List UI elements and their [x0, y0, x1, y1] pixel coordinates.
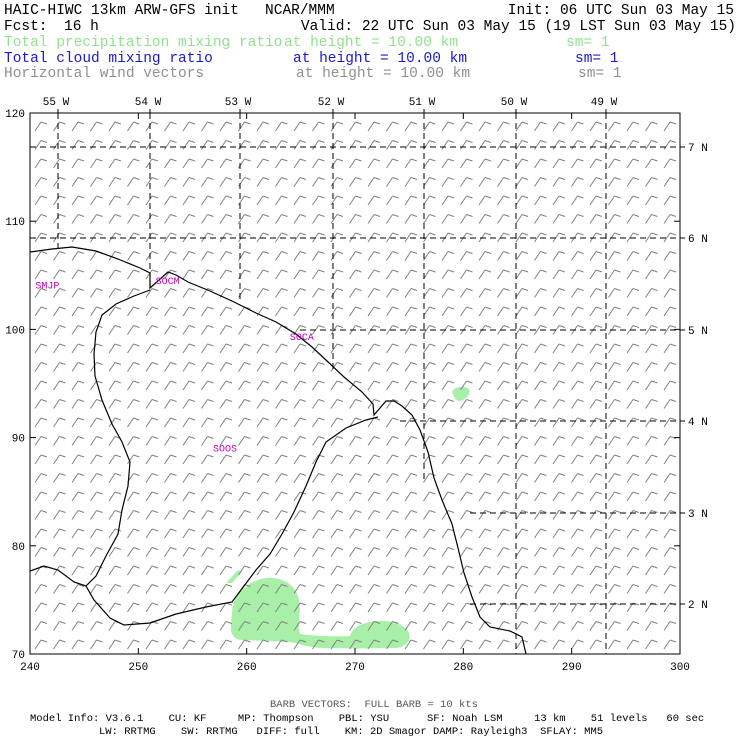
x-tick-label: 270 [345, 662, 365, 674]
forecast-hour: 16 h [64, 19, 99, 35]
barb-legend: BARB VECTORS: FULL BARB = 10 kts [270, 699, 478, 711]
lon-label: 54 W [135, 97, 162, 109]
lat-label: 6 N [688, 234, 708, 246]
field-precip-name: Total precipitation mixing ratio [4, 35, 283, 51]
border-suriname-guyana-east [85, 289, 379, 626]
axis-ticks [29, 109, 685, 655]
model-info-line-1: Model Info: V3.6.1 CU: KF MP: Thompson P… [30, 713, 705, 725]
station-label-soca: SOCA [290, 333, 314, 344]
coastline-suriname-french-guiana [30, 246, 527, 654]
field-wind-smooth: sm= 1 [578, 66, 622, 82]
y-axis-labels: 70 80 90 100 110 120 [5, 109, 25, 662]
x-tick-label: 280 [453, 662, 473, 674]
station-label-smjp: SMJP [35, 281, 59, 292]
lon-label: 55 W [43, 97, 70, 109]
precip-blob-south [230, 577, 410, 649]
field-precip-level: at height = 10.00 km [284, 35, 459, 51]
y-tick-label: 70 [12, 650, 25, 662]
field-wind-name: Horizontal wind vectors [4, 66, 205, 82]
model-title: HAIC-HIWC 13km ARW-GFS init NCAR/MMM [4, 3, 335, 19]
lat-label: 5 N [688, 326, 708, 338]
lon-label: 50 W [501, 97, 528, 109]
model-info-line-2: LW: RRTMG SW: RRTMG DIFF: full KM: 2D Sm… [99, 726, 604, 738]
lat-label: 2 N [688, 600, 708, 612]
border-southwest [30, 565, 87, 587]
y-tick-label: 110 [5, 217, 25, 229]
init-time: Init: 06 UTC Sun 03 May 15 [507, 3, 734, 19]
precip-blob-streak [226, 570, 242, 583]
wind-barb-field [34, 121, 677, 650]
coastline-borders [30, 246, 527, 654]
lat-lon-grid [30, 113, 680, 654]
x-tick-label: 250 [128, 662, 148, 674]
field-cloud-smooth: sm= 1 [575, 51, 619, 67]
latitude-labels: 7 N 6 N 5 N 4 N 3 N 2 N [688, 143, 708, 612]
plot-frame [29, 112, 681, 655]
field-wind-level: at height = 10.00 km [296, 66, 471, 82]
precip-blob-offshore [452, 386, 470, 401]
lat-label: 4 N [688, 417, 708, 429]
y-tick-label: 80 [12, 542, 25, 554]
precipitation-area [226, 386, 470, 649]
x-tick-label: 290 [562, 662, 582, 674]
station-label-socm: SOCM [156, 277, 180, 288]
field-cloud-name: Total cloud mixing ratio [4, 51, 213, 67]
station-labels: SMJP SOCM SOCA SOOS [35, 277, 314, 456]
y-tick-label: 90 [12, 434, 25, 446]
x-tick-label: 260 [237, 662, 257, 674]
valid-time: Valid: 22 UTC Sun 03 May 15 (19 LST Sun … [300, 19, 736, 35]
lat-label: 7 N [688, 143, 708, 155]
lon-label: 52 W [318, 97, 345, 109]
lon-label: 51 W [409, 97, 436, 109]
station-label-soos: SOOS [213, 445, 237, 456]
field-precip-smooth: sm= 1 [566, 35, 610, 51]
y-tick-label: 120 [5, 109, 25, 121]
wind-barbs [34, 121, 677, 650]
y-tick-label: 100 [5, 325, 25, 337]
x-tick-label: 240 [20, 662, 40, 674]
field-cloud-level: at height = 10.00 km [293, 51, 468, 67]
x-axis-labels: 240 250 260 270 280 290 300 [20, 662, 690, 674]
lon-label: 49 W [591, 97, 618, 109]
lat-label: 3 N [688, 509, 708, 521]
lon-label: 53 W [225, 97, 252, 109]
forecast-label: Fcst: [4, 19, 48, 35]
longitude-labels: 55 W 54 W 53 W 52 W 51 W 50 W 49 W [43, 97, 618, 109]
x-tick-label: 300 [670, 662, 690, 674]
